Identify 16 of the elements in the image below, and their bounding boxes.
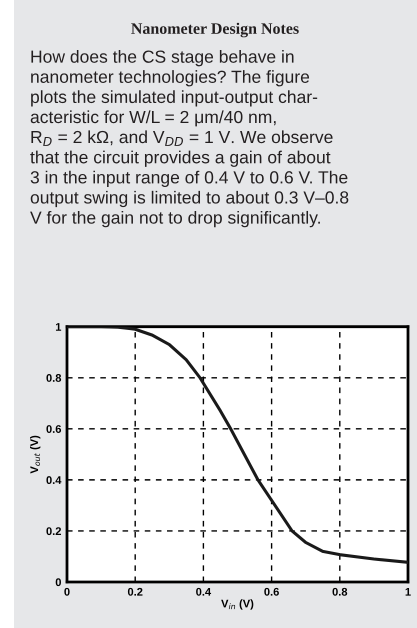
- x-tick-label: 0: [64, 588, 70, 596]
- y-tick-label: 0.4: [46, 476, 62, 484]
- x-tick-label: 1: [406, 588, 411, 596]
- chart-title: Nanometer Design Notes: [131, 22, 299, 38]
- y-tick-label: 0.6: [46, 425, 62, 433]
- y-tick-label: 0.2: [46, 527, 61, 536]
- text: How does the CS stage behave in nanometer technologies? The figure plots the simulated input-output char- acteristic for W/L = 2 μm/40 nm, R$_{D}$ = 2 kΩ, and V$_{DD}$ = 1 V. We observe that the circuit provides a gain of about 3 in the input range of 0.4 V to 0.6 V. The output swing is limited to about 0.3 V–0.8 V for the gain not to drop significantly.: [30, 50, 348, 228]
- x-axis-title: V$_{in}$ (V): [221, 599, 254, 610]
- x-tick-label: 0.6: [264, 588, 279, 596]
- y-axis-title: V$_{out}$ (V): [30, 436, 40, 474]
- y-tick-label: 1: [56, 323, 62, 331]
- x-tick-label: 0.4: [196, 588, 212, 596]
- x-tick-label: 0.8: [332, 588, 348, 596]
- y-tick-label: 0.8: [46, 374, 62, 382]
- x-tick-label: 0.2: [128, 588, 142, 596]
- y-tick-label: 0: [56, 578, 61, 586]
